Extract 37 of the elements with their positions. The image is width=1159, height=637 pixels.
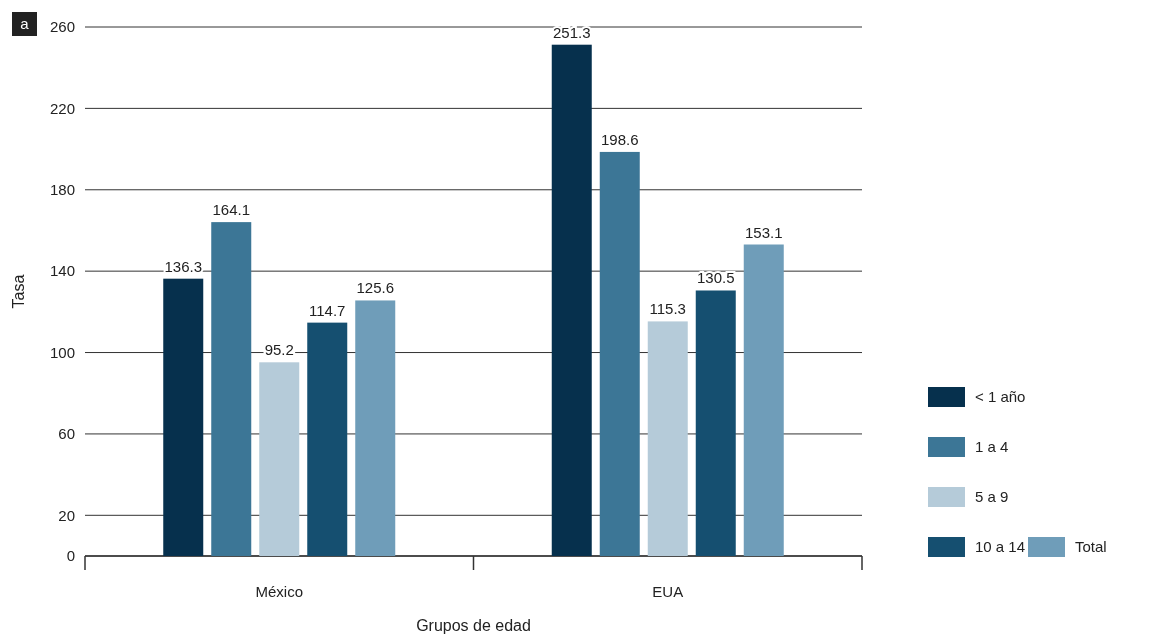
data-label: 153.1 xyxy=(744,223,783,241)
y-tick-label: 0 xyxy=(66,547,75,565)
y-tick-label: 140 xyxy=(49,262,75,280)
data-label: 164.1 xyxy=(212,201,251,219)
y-tick-label: 60 xyxy=(58,425,75,443)
legend-label: 1 a 4 xyxy=(975,438,1009,456)
bar xyxy=(163,278,204,556)
data-label: 251.3 xyxy=(552,23,591,41)
x-axis-title: Grupos de edad xyxy=(416,617,531,634)
data-label: 125.6 xyxy=(356,279,395,297)
legend-label: Total xyxy=(1075,538,1107,556)
y-tick-label: 180 xyxy=(49,181,75,199)
text: a xyxy=(20,15,30,32)
data-label: 130.5 xyxy=(696,269,735,287)
bar xyxy=(307,322,348,556)
y-tick-label: 260 xyxy=(49,18,75,36)
bar xyxy=(355,300,396,556)
x-tick-label: México xyxy=(255,583,304,600)
data-label: 114.7 xyxy=(309,301,346,319)
y-tick-label: 20 xyxy=(58,506,75,524)
y-tick-label: 100 xyxy=(49,343,75,361)
y-tick-label: 220 xyxy=(49,99,75,117)
bar xyxy=(259,362,300,556)
legend-label: < 1 año xyxy=(975,388,1026,406)
data-label: 198.6 xyxy=(600,130,639,148)
bar xyxy=(551,44,592,556)
data-label: 136.3 xyxy=(164,257,203,275)
bar xyxy=(647,321,688,556)
x-tick-label: EUA xyxy=(652,583,684,600)
bar xyxy=(695,290,736,556)
legend-label: 5 a 9 xyxy=(975,488,1009,506)
bar xyxy=(743,244,784,556)
y-axis-title: Tasa xyxy=(10,274,27,309)
bar xyxy=(211,222,252,556)
bar xyxy=(599,151,640,556)
legend-label: 10 a 14 xyxy=(975,538,1026,556)
data-label: 115.3 xyxy=(649,300,686,318)
